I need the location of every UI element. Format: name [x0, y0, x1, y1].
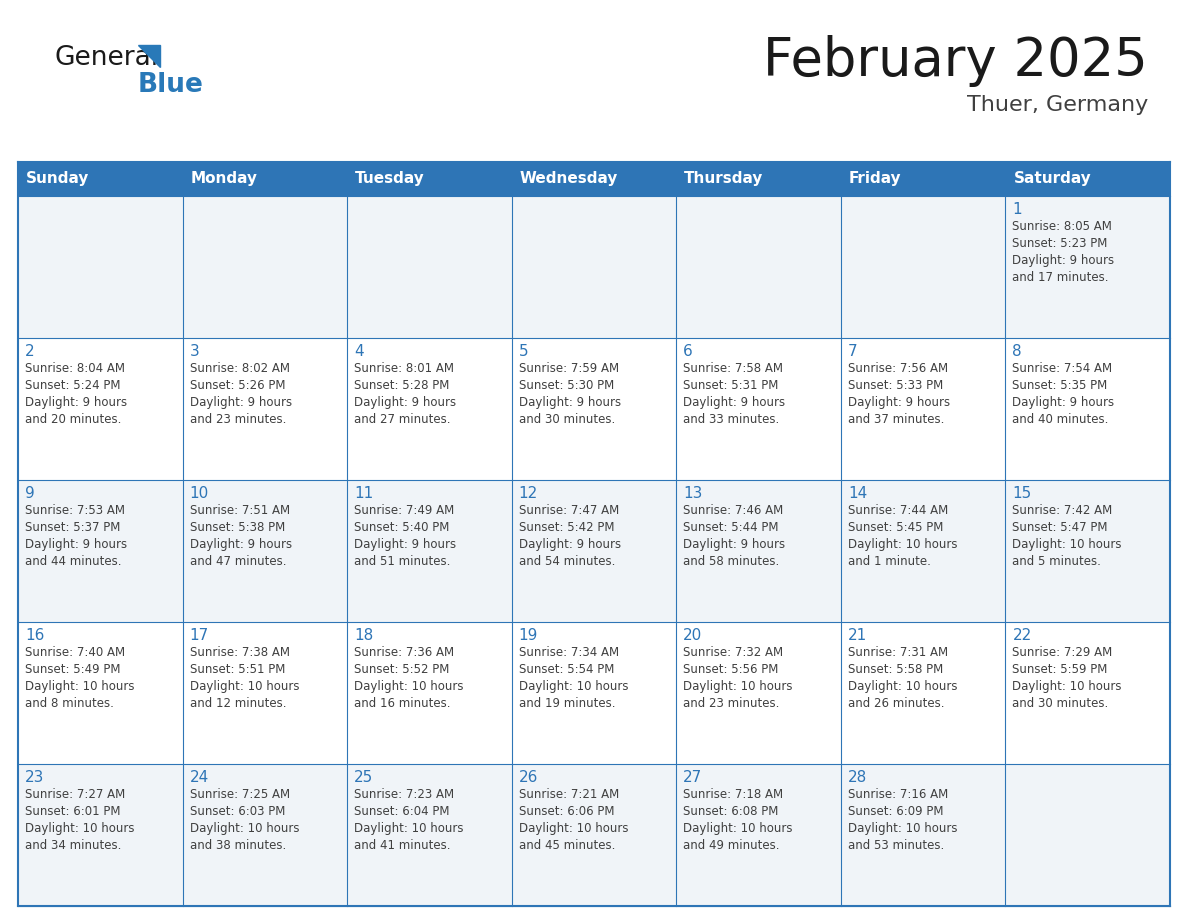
- Text: 16: 16: [25, 628, 44, 643]
- Text: 15: 15: [1012, 486, 1031, 501]
- Bar: [18, 764, 1170, 906]
- Text: Monday: Monday: [190, 172, 258, 186]
- Text: 25: 25: [354, 770, 373, 785]
- Text: 14: 14: [848, 486, 867, 501]
- Text: 18: 18: [354, 628, 373, 643]
- Text: Sunrise: 7:16 AM
Sunset: 6:09 PM
Daylight: 10 hours
and 53 minutes.: Sunrise: 7:16 AM Sunset: 6:09 PM Dayligh…: [848, 788, 958, 852]
- Text: Sunrise: 7:23 AM
Sunset: 6:04 PM
Daylight: 10 hours
and 41 minutes.: Sunrise: 7:23 AM Sunset: 6:04 PM Dayligh…: [354, 788, 463, 852]
- Text: 12: 12: [519, 486, 538, 501]
- Text: Sunrise: 7:40 AM
Sunset: 5:49 PM
Daylight: 10 hours
and 8 minutes.: Sunrise: 7:40 AM Sunset: 5:49 PM Dayligh…: [25, 646, 134, 710]
- Text: Sunrise: 7:49 AM
Sunset: 5:40 PM
Daylight: 9 hours
and 51 minutes.: Sunrise: 7:49 AM Sunset: 5:40 PM Dayligh…: [354, 504, 456, 568]
- Text: 20: 20: [683, 628, 702, 643]
- Text: 19: 19: [519, 628, 538, 643]
- Text: Sunrise: 7:42 AM
Sunset: 5:47 PM
Daylight: 10 hours
and 5 minutes.: Sunrise: 7:42 AM Sunset: 5:47 PM Dayligh…: [1012, 504, 1121, 568]
- Text: Wednesday: Wednesday: [519, 172, 618, 186]
- Text: Sunrise: 7:32 AM
Sunset: 5:56 PM
Daylight: 10 hours
and 23 minutes.: Sunrise: 7:32 AM Sunset: 5:56 PM Dayligh…: [683, 646, 792, 710]
- Text: 5: 5: [519, 344, 529, 359]
- Text: Sunrise: 7:21 AM
Sunset: 6:06 PM
Daylight: 10 hours
and 45 minutes.: Sunrise: 7:21 AM Sunset: 6:06 PM Dayligh…: [519, 788, 628, 852]
- Bar: [18, 480, 1170, 622]
- Text: 17: 17: [190, 628, 209, 643]
- Text: Sunrise: 7:18 AM
Sunset: 6:08 PM
Daylight: 10 hours
and 49 minutes.: Sunrise: 7:18 AM Sunset: 6:08 PM Dayligh…: [683, 788, 792, 852]
- Text: Sunrise: 7:38 AM
Sunset: 5:51 PM
Daylight: 10 hours
and 12 minutes.: Sunrise: 7:38 AM Sunset: 5:51 PM Dayligh…: [190, 646, 299, 710]
- Text: Friday: Friday: [849, 172, 902, 186]
- Text: Sunrise: 8:05 AM
Sunset: 5:23 PM
Daylight: 9 hours
and 17 minutes.: Sunrise: 8:05 AM Sunset: 5:23 PM Dayligh…: [1012, 220, 1114, 284]
- Text: 11: 11: [354, 486, 373, 501]
- Text: Sunrise: 7:36 AM
Sunset: 5:52 PM
Daylight: 10 hours
and 16 minutes.: Sunrise: 7:36 AM Sunset: 5:52 PM Dayligh…: [354, 646, 463, 710]
- Text: 8: 8: [1012, 344, 1022, 359]
- Text: Sunrise: 7:59 AM
Sunset: 5:30 PM
Daylight: 9 hours
and 30 minutes.: Sunrise: 7:59 AM Sunset: 5:30 PM Dayligh…: [519, 362, 621, 426]
- Text: Sunrise: 7:54 AM
Sunset: 5:35 PM
Daylight: 9 hours
and 40 minutes.: Sunrise: 7:54 AM Sunset: 5:35 PM Dayligh…: [1012, 362, 1114, 426]
- Text: Sunrise: 7:29 AM
Sunset: 5:59 PM
Daylight: 10 hours
and 30 minutes.: Sunrise: 7:29 AM Sunset: 5:59 PM Dayligh…: [1012, 646, 1121, 710]
- Text: 26: 26: [519, 770, 538, 785]
- Text: 27: 27: [683, 770, 702, 785]
- Text: Sunrise: 8:01 AM
Sunset: 5:28 PM
Daylight: 9 hours
and 27 minutes.: Sunrise: 8:01 AM Sunset: 5:28 PM Dayligh…: [354, 362, 456, 426]
- Bar: [18, 162, 1170, 196]
- Text: Sunrise: 7:46 AM
Sunset: 5:44 PM
Daylight: 9 hours
and 58 minutes.: Sunrise: 7:46 AM Sunset: 5:44 PM Dayligh…: [683, 504, 785, 568]
- Text: 3: 3: [190, 344, 200, 359]
- Text: Sunrise: 7:25 AM
Sunset: 6:03 PM
Daylight: 10 hours
and 38 minutes.: Sunrise: 7:25 AM Sunset: 6:03 PM Dayligh…: [190, 788, 299, 852]
- Text: General: General: [55, 45, 159, 71]
- Text: 24: 24: [190, 770, 209, 785]
- Text: Sunrise: 7:47 AM
Sunset: 5:42 PM
Daylight: 9 hours
and 54 minutes.: Sunrise: 7:47 AM Sunset: 5:42 PM Dayligh…: [519, 504, 621, 568]
- Text: Sunrise: 7:56 AM
Sunset: 5:33 PM
Daylight: 9 hours
and 37 minutes.: Sunrise: 7:56 AM Sunset: 5:33 PM Dayligh…: [848, 362, 950, 426]
- Text: 21: 21: [848, 628, 867, 643]
- Text: Sunrise: 7:34 AM
Sunset: 5:54 PM
Daylight: 10 hours
and 19 minutes.: Sunrise: 7:34 AM Sunset: 5:54 PM Dayligh…: [519, 646, 628, 710]
- Text: Saturday: Saturday: [1013, 172, 1092, 186]
- Text: Tuesday: Tuesday: [355, 172, 425, 186]
- Text: 1: 1: [1012, 202, 1022, 217]
- Bar: [18, 196, 1170, 338]
- Text: Sunrise: 7:44 AM
Sunset: 5:45 PM
Daylight: 10 hours
and 1 minute.: Sunrise: 7:44 AM Sunset: 5:45 PM Dayligh…: [848, 504, 958, 568]
- Text: 22: 22: [1012, 628, 1031, 643]
- Text: 7: 7: [848, 344, 858, 359]
- Text: Blue: Blue: [138, 72, 204, 98]
- Polygon shape: [138, 45, 160, 67]
- Text: 28: 28: [848, 770, 867, 785]
- Bar: [18, 622, 1170, 764]
- Text: Thuer, Germany: Thuer, Germany: [967, 95, 1148, 115]
- Text: Thursday: Thursday: [684, 172, 764, 186]
- Text: Sunrise: 7:53 AM
Sunset: 5:37 PM
Daylight: 9 hours
and 44 minutes.: Sunrise: 7:53 AM Sunset: 5:37 PM Dayligh…: [25, 504, 127, 568]
- Text: Sunrise: 7:51 AM
Sunset: 5:38 PM
Daylight: 9 hours
and 47 minutes.: Sunrise: 7:51 AM Sunset: 5:38 PM Dayligh…: [190, 504, 292, 568]
- Text: 9: 9: [25, 486, 34, 501]
- Text: 2: 2: [25, 344, 34, 359]
- Text: Sunrise: 8:04 AM
Sunset: 5:24 PM
Daylight: 9 hours
and 20 minutes.: Sunrise: 8:04 AM Sunset: 5:24 PM Dayligh…: [25, 362, 127, 426]
- Text: Sunrise: 7:27 AM
Sunset: 6:01 PM
Daylight: 10 hours
and 34 minutes.: Sunrise: 7:27 AM Sunset: 6:01 PM Dayligh…: [25, 788, 134, 852]
- Text: 4: 4: [354, 344, 364, 359]
- Text: 6: 6: [683, 344, 693, 359]
- Text: Sunrise: 7:31 AM
Sunset: 5:58 PM
Daylight: 10 hours
and 26 minutes.: Sunrise: 7:31 AM Sunset: 5:58 PM Dayligh…: [848, 646, 958, 710]
- Bar: [18, 338, 1170, 480]
- Text: Sunrise: 8:02 AM
Sunset: 5:26 PM
Daylight: 9 hours
and 23 minutes.: Sunrise: 8:02 AM Sunset: 5:26 PM Dayligh…: [190, 362, 292, 426]
- Text: Sunday: Sunday: [26, 172, 89, 186]
- Text: 13: 13: [683, 486, 702, 501]
- Text: Sunrise: 7:58 AM
Sunset: 5:31 PM
Daylight: 9 hours
and 33 minutes.: Sunrise: 7:58 AM Sunset: 5:31 PM Dayligh…: [683, 362, 785, 426]
- Text: 10: 10: [190, 486, 209, 501]
- Text: February 2025: February 2025: [763, 35, 1148, 87]
- Text: 23: 23: [25, 770, 44, 785]
